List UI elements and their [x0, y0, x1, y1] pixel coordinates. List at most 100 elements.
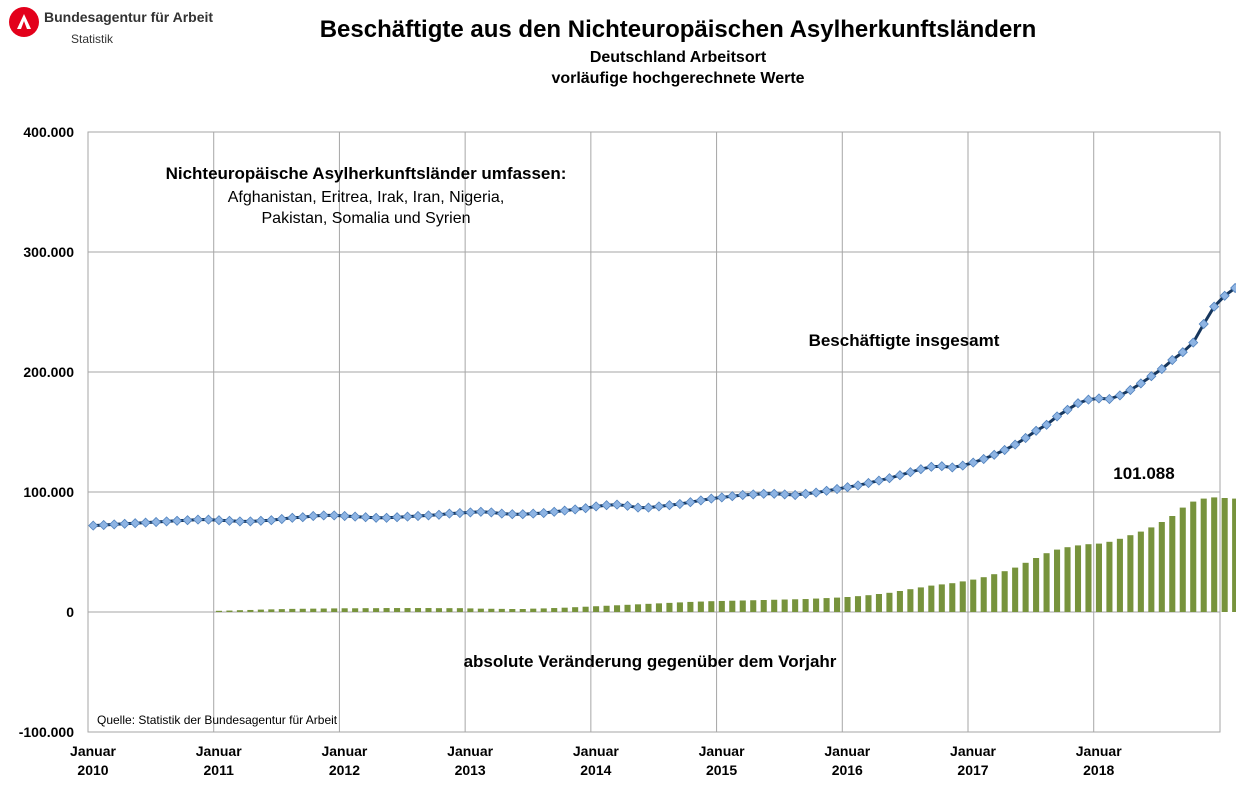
- bar: [750, 600, 757, 612]
- line-marker: [1156, 363, 1167, 375]
- bar: [1232, 498, 1236, 612]
- bar: [383, 608, 390, 612]
- bar: [928, 585, 935, 612]
- bar: [666, 602, 673, 612]
- line-marker: [999, 444, 1010, 456]
- chart-title: Beschäftigte aus den Nichteuropäischen A…: [319, 16, 1037, 43]
- line-marker: [727, 491, 738, 502]
- bar: [331, 608, 338, 612]
- line-marker: [308, 510, 319, 522]
- line-marker: [423, 510, 434, 521]
- x-tick-label-year: 2010: [77, 762, 108, 778]
- bar: [488, 608, 495, 612]
- line-marker: [192, 514, 204, 525]
- bar: [813, 598, 820, 612]
- line-marker: [769, 488, 780, 499]
- line-marker: [1135, 378, 1146, 389]
- bar: [1158, 522, 1165, 612]
- bar: [907, 589, 914, 612]
- line-marker: [98, 519, 109, 531]
- info-line-1: Afghanistan, Eritrea, Irak, Iran, Nigeri…: [228, 189, 505, 206]
- bar: [781, 599, 788, 612]
- bar: [1085, 544, 1092, 612]
- bar: [959, 581, 966, 612]
- line-marker: [517, 509, 528, 520]
- line-marker: [570, 504, 581, 515]
- line-marker: [297, 512, 308, 523]
- line-marker: [748, 489, 759, 500]
- line-marker: [287, 512, 298, 523]
- y-tick-label: 100.000: [23, 484, 74, 500]
- bar: [865, 595, 872, 612]
- line-marker: [737, 489, 748, 501]
- line-marker: [350, 511, 361, 522]
- line-marker: [224, 515, 235, 526]
- line-marker: [381, 512, 392, 523]
- bar: [603, 605, 610, 612]
- y-tick-label: 0: [66, 604, 74, 620]
- line-marker: [894, 470, 905, 481]
- line-marker: [1062, 404, 1073, 415]
- bar: [1211, 497, 1218, 612]
- org-name: Bundesagentur für Arbeit: [44, 9, 214, 25]
- x-tick-label-month: Januar: [824, 743, 870, 759]
- line-marker: [978, 453, 989, 465]
- line-marker: [559, 505, 570, 516]
- bar: [425, 608, 432, 612]
- employment-line: [93, 285, 1236, 528]
- bar: [1169, 516, 1176, 612]
- bar: [1022, 562, 1029, 612]
- x-tick-label-month: Januar: [196, 743, 242, 759]
- bar: [624, 604, 631, 612]
- line-marker: [182, 515, 193, 526]
- bar: [938, 584, 945, 612]
- line-marker: [915, 464, 926, 475]
- line-marker: [329, 510, 340, 521]
- line-marker: [1177, 347, 1188, 358]
- bar: [760, 600, 767, 612]
- bar: [917, 587, 924, 612]
- line-marker: [140, 517, 151, 528]
- bar: [771, 599, 778, 612]
- line-marker: [632, 502, 644, 513]
- line-marker: [643, 502, 654, 513]
- bar: [896, 591, 903, 612]
- line-marker: [790, 489, 801, 501]
- bar: [435, 608, 442, 612]
- line-marker: [821, 485, 832, 496]
- line-marker: [1104, 393, 1115, 405]
- bar: [1221, 498, 1228, 612]
- bar: [498, 608, 505, 612]
- bar: [655, 603, 662, 612]
- bar: [1200, 498, 1207, 612]
- bar: [519, 609, 526, 612]
- line-marker: [486, 507, 497, 518]
- bar: [823, 598, 830, 612]
- x-tick-label-year: 2014: [580, 762, 611, 778]
- line-marker: [947, 462, 958, 473]
- x-tick-label-month: Januar: [1076, 743, 1122, 759]
- line-series-label: Beschäftigte insgesamt: [809, 331, 1000, 350]
- bar: [687, 601, 694, 612]
- bar: [247, 609, 254, 612]
- bar: [1043, 553, 1050, 612]
- x-tick-label-year: 2012: [329, 762, 360, 778]
- bar: [676, 602, 683, 612]
- line-marker: [1010, 439, 1021, 450]
- source-note: Quelle: Statistik der Bundesagentur für …: [97, 713, 338, 727]
- line-marker: [245, 516, 256, 527]
- bar: [949, 583, 956, 612]
- line-marker: [1072, 398, 1084, 409]
- bar: [739, 600, 746, 612]
- bundesagentur-logo-icon: [9, 7, 39, 37]
- line-marker: [811, 487, 822, 498]
- bar: [645, 603, 652, 612]
- line-marker: [88, 520, 99, 531]
- bar-series-label: absolute Veränderung gegenüber dem Vorja…: [464, 652, 837, 671]
- line-marker: [203, 514, 214, 525]
- x-tick-label-month: Januar: [699, 743, 745, 759]
- bar: [1064, 547, 1071, 612]
- line-marker: [1188, 337, 1199, 348]
- bar: [572, 607, 579, 612]
- bar: [1054, 549, 1061, 612]
